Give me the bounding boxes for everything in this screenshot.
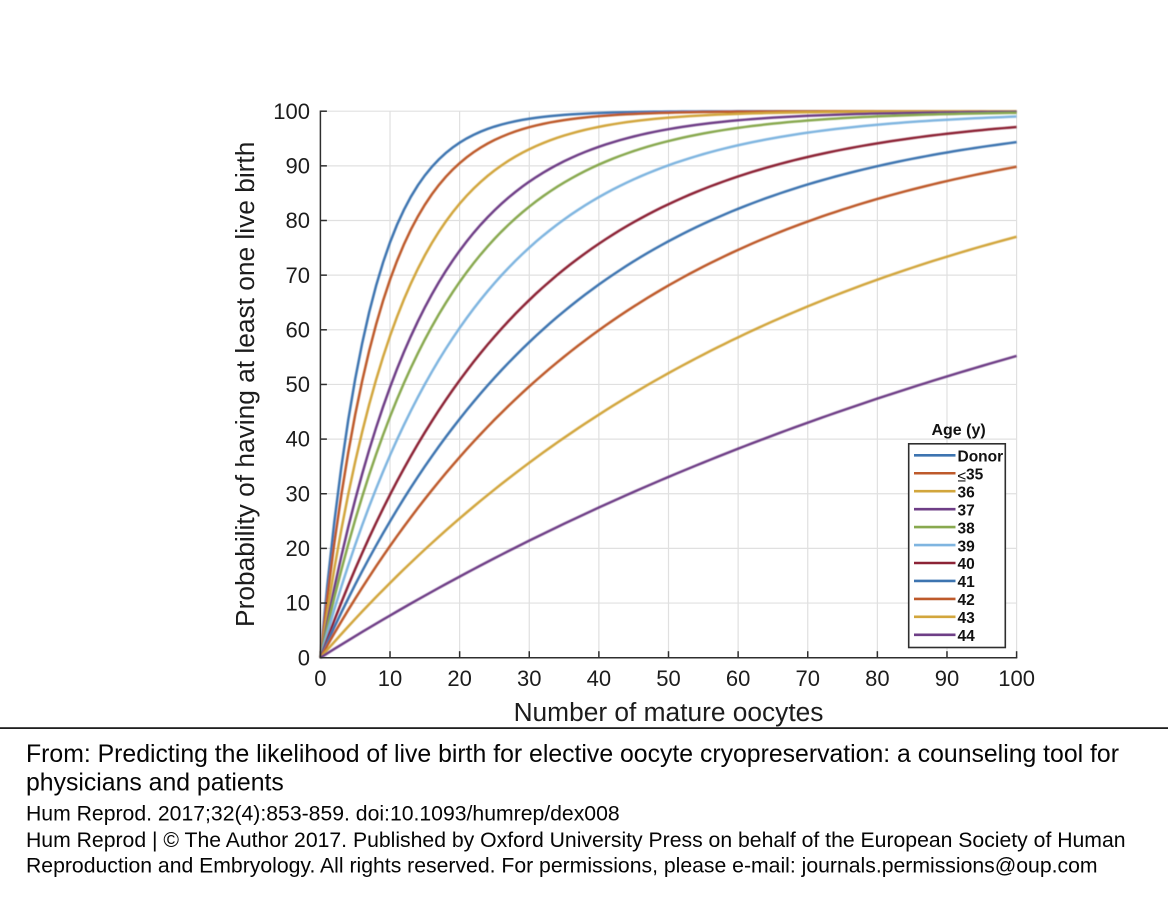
svg-text:43: 43 [958,610,976,627]
svg-text:Number of mature oocytes: Number of mature oocytes [514,697,824,727]
svg-text:10: 10 [378,666,402,691]
svg-text:60: 60 [286,317,310,342]
svg-text:80: 80 [865,666,889,691]
svg-text:100: 100 [998,666,1035,691]
svg-text:Donor: Donor [958,449,1004,466]
svg-text:38: 38 [958,520,976,537]
svg-text:50: 50 [656,666,680,691]
svg-text:physicians and patients: physicians and patients [26,770,284,797]
svg-text:40: 40 [958,556,975,573]
svg-text:30: 30 [517,666,541,691]
svg-text:100: 100 [273,99,310,124]
svg-text:Hum Reprod | © The Author 2017: Hum Reprod | © The Author 2017. Publishe… [26,829,1126,852]
svg-text:20: 20 [286,536,310,561]
svg-text:70: 70 [286,263,310,288]
svg-text:70: 70 [795,666,819,691]
svg-text:90: 90 [935,666,959,691]
svg-text:41: 41 [958,574,976,591]
svg-text:50: 50 [286,372,310,397]
svg-text:36: 36 [958,484,976,501]
svg-text:37: 37 [958,502,975,519]
svg-text:Reproduction and Embryology. A: Reproduction and Embryology. All rights … [26,855,1098,878]
svg-text:39: 39 [958,538,976,555]
svg-text:60: 60 [726,666,750,691]
svg-text:44: 44 [958,628,976,645]
svg-text:40: 40 [587,666,611,691]
svg-text:Probability of having at least: Probability of having at least one live … [230,142,260,627]
svg-text:0: 0 [314,666,326,691]
svg-text:40: 40 [286,427,310,452]
svg-text:From: Predicting the likelihoo: From: Predicting the likelihood of live … [26,741,1119,768]
svg-text:42: 42 [958,592,975,609]
svg-text:Hum Reprod. 2017;32(4):853-859: Hum Reprod. 2017;32(4):853-859. doi:10.1… [26,803,620,826]
svg-text:80: 80 [286,208,310,233]
svg-text:Age (y): Age (y) [931,422,985,439]
svg-text:20: 20 [447,666,471,691]
svg-text:0: 0 [298,645,310,670]
svg-text:≤35: ≤35 [958,466,984,485]
svg-text:90: 90 [286,153,310,178]
svg-text:10: 10 [286,591,310,616]
svg-text:30: 30 [286,481,310,506]
